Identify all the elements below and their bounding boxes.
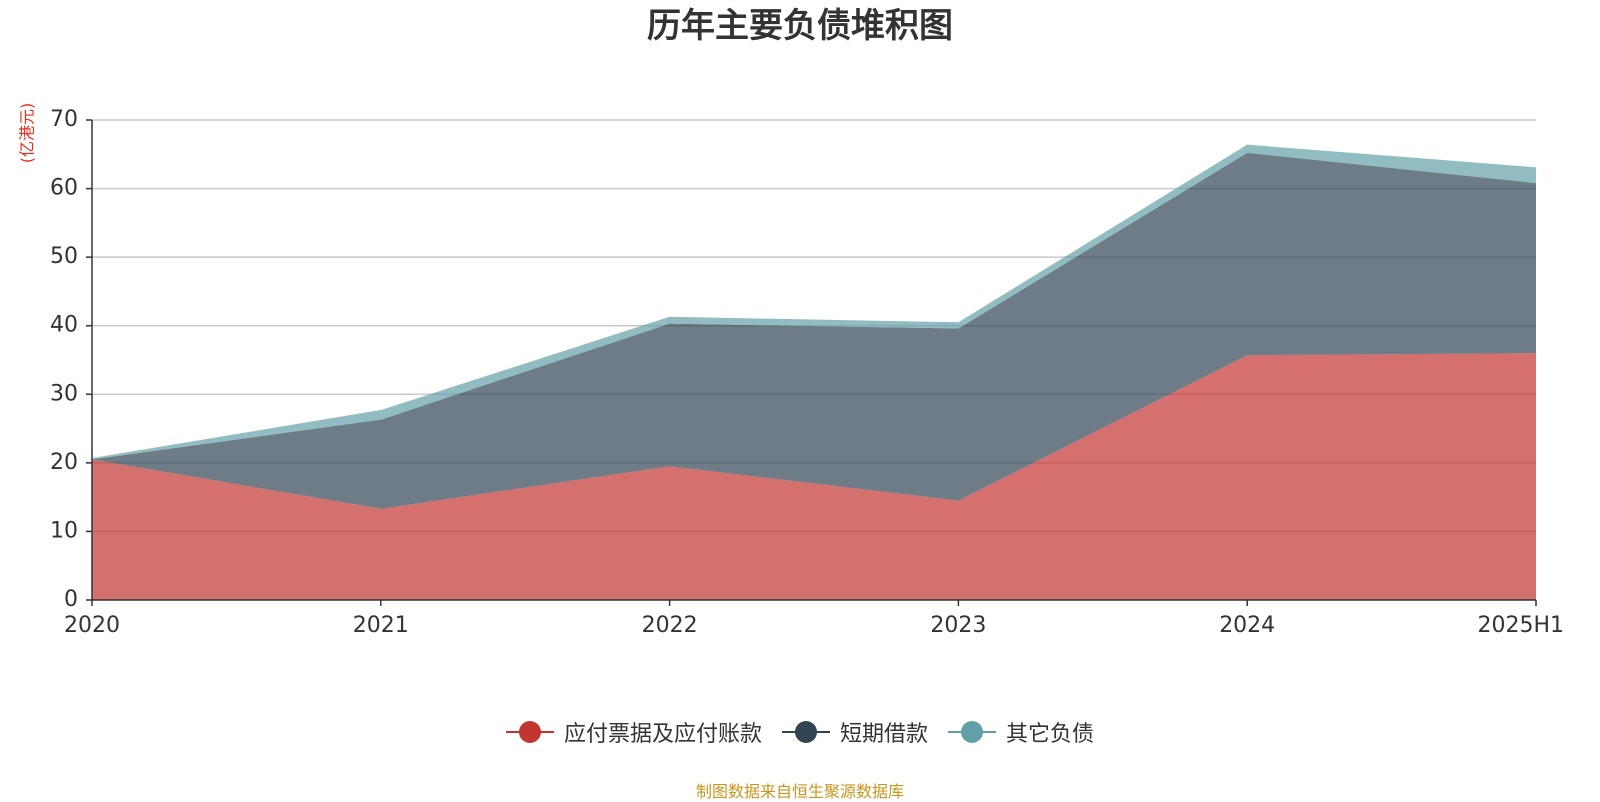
y-axis-unit-label: (亿港元) bbox=[18, 103, 37, 164]
y-tick-label: 60 bbox=[50, 176, 78, 201]
legend-item-other-liabilities[interactable]: 其它负债 bbox=[948, 716, 1094, 748]
y-tick-label: 30 bbox=[50, 381, 78, 406]
chart-title: 历年主要负债堆积图 bbox=[647, 6, 953, 46]
y-tick-label: 10 bbox=[50, 518, 78, 543]
x-tick-label: 2025H1 bbox=[1477, 613, 1564, 638]
legend-dot bbox=[794, 721, 817, 743]
legend: 应付票据及应付账款 短期借款 其它负债 bbox=[0, 716, 1600, 748]
area-应付票据及应付账款 bbox=[92, 353, 1536, 600]
y-tick-label: 50 bbox=[50, 244, 78, 269]
axes: 0 10 20 30 40 50 60 70 2020 2021 2022 2023 2024 2025H… bbox=[50, 107, 1564, 638]
legend-item-payables[interactable]: 应付票据及应付账款 bbox=[505, 716, 762, 748]
legend-marker-other-liabilities bbox=[948, 720, 996, 744]
area-series bbox=[92, 144, 1536, 600]
legend-dot bbox=[961, 721, 983, 743]
x-tick-label: 2021 bbox=[353, 613, 409, 638]
legend-marker-payables bbox=[505, 720, 554, 744]
legend-dot bbox=[518, 721, 541, 743]
area-短期借款 bbox=[92, 152, 1536, 509]
x-tick-label: 2020 bbox=[64, 613, 120, 638]
y-tick-label: 40 bbox=[50, 313, 78, 338]
y-tick-label: 0 bbox=[64, 587, 78, 612]
source-note: 制图数据来自恒生聚源数据库 bbox=[695, 782, 904, 801]
x-tick-label: 2022 bbox=[642, 613, 698, 638]
legend-label-other-liabilities: 其它负债 bbox=[1006, 722, 1095, 747]
y-tick-label: 20 bbox=[50, 450, 78, 475]
x-tick-label: 2024 bbox=[1219, 613, 1275, 638]
legend-marker-short-term-loans bbox=[781, 720, 830, 744]
legend-item-short-term-loans[interactable]: 短期借款 bbox=[781, 716, 928, 748]
legend-label-payables: 应付票据及应付账款 bbox=[563, 722, 762, 747]
y-tick-label: 70 bbox=[50, 107, 78, 132]
legend-label-short-term-loans: 短期借款 bbox=[839, 722, 928, 747]
x-tick-label: 2023 bbox=[930, 613, 986, 638]
